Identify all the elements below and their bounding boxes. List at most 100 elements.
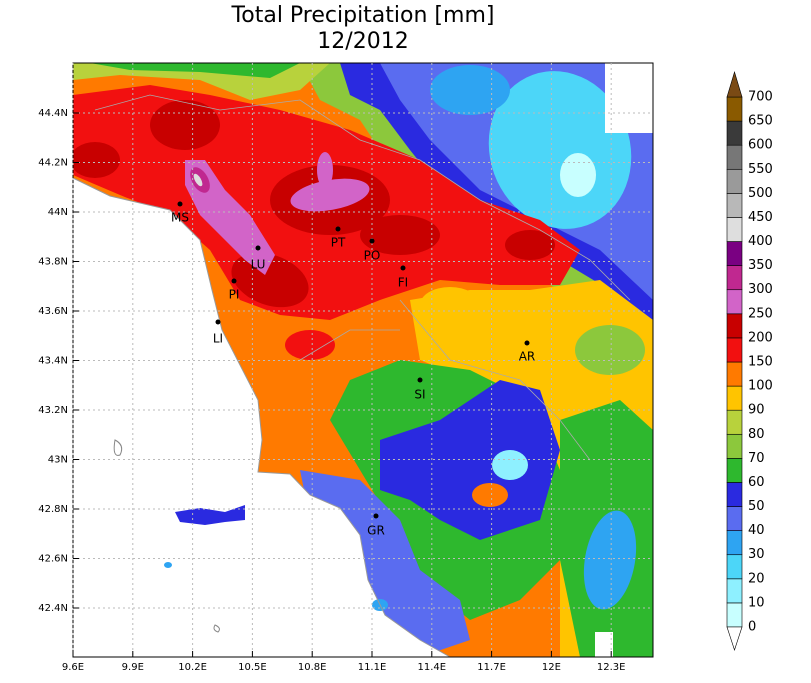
city-dot [215,319,221,325]
zone-darkred-6 [505,230,555,260]
zone-white-peak [193,173,203,187]
colorbar-swatch [726,265,743,291]
colorbar-label: 30 [748,547,765,562]
colorbar-label: 400 [748,234,773,249]
lon-tick-label: 9.9E [122,662,144,673]
zone-cyan-s [492,450,528,480]
colorbar-swatch [726,144,743,170]
colorbar-label: 700 [748,90,773,105]
city-label: PO [364,249,381,263]
north-border-white [605,63,653,133]
precipitation-field [73,63,653,657]
colorbar-swatch [726,385,743,411]
zone-purple-2 [290,178,370,212]
colorbar-label: 200 [748,330,773,345]
map-title: Total Precipitation [mm] [231,3,495,28]
zone-north-strip2 [90,63,300,78]
city-label: LI [213,332,223,346]
corsica-outline [113,439,220,633]
zone-cyan-s2 [583,510,637,610]
colorbar-label: 350 [748,258,773,273]
zone-yellow-e [420,287,480,323]
colorbar-swatch [726,217,743,242]
zone-cyan-ne [488,71,632,229]
colorbar-label: 60 [748,475,765,490]
city-dot [369,238,375,244]
city-dot [177,201,183,207]
colorbar-swatch [726,433,743,459]
colorbar-label: 90 [748,403,765,418]
colorbar-label: 450 [748,210,773,225]
colorbar-swatch [726,193,743,218]
colorbar-swatch [726,506,743,531]
city-label: MS [171,211,189,225]
colorbar-swatch [726,120,743,146]
zone-darkred-1 [150,100,220,150]
lon-tick-label: 10.5E [238,662,267,673]
colorbar-label: 550 [748,162,773,177]
lat-tick-label: 43.4N [38,356,68,367]
lat-tick-label: 42.4N [38,603,68,614]
lon-tick-label: 10.2E [178,662,207,673]
colorbar-swatch [726,168,743,194]
colorbar-bottom-arrow [726,626,743,651]
city-dot [255,245,261,251]
city-dot [524,340,530,346]
lon-tick-label: 12.3E [597,662,626,673]
lat-tick-label: 44.4N [38,108,68,119]
city-dot [231,278,237,284]
lon-tick-label: 11.7E [477,662,506,673]
colorbar-label: 10 [748,595,765,610]
colorbar-label: 500 [748,186,773,201]
colorbar-label: 650 [748,114,773,129]
lat-tick-label: 44.2N [38,158,68,169]
east-white [595,632,613,657]
zone-darkred-2 [73,142,120,178]
lon-tick-label: 12E [542,662,561,673]
colorbar-label: 20 [748,571,765,586]
colorbar-swatch [726,602,743,628]
coastline [72,177,451,658]
city-label: SI [414,388,425,402]
colorbar-swatch [726,458,743,483]
sea [73,178,450,657]
colorbar-swatch [726,409,743,435]
colorbar-swatch [726,313,743,339]
colorbar-swatch [726,554,743,580]
colorbar-swatch [726,482,743,507]
lat-tick-label: 42.8N [38,504,68,515]
lon-tick-label: 9.6E [62,662,84,673]
colorbar-label: 250 [748,306,773,321]
colorbar-label: 300 [748,282,773,297]
colorbar-swatch [726,530,743,556]
lon-tick-label: 11.4E [418,662,447,673]
lon-tick-label: 10.8E [298,662,327,673]
lat-tick-label: 43N [48,455,68,466]
zone-cyan-ne2 [430,65,510,115]
colorbar-swatch [726,96,743,122]
colorbar-label: 50 [748,499,765,514]
island-gorgona [164,562,172,568]
lat-tick-label: 43.8N [38,257,68,268]
colorbar-label: 600 [748,138,773,153]
colorbar-label: 100 [748,379,773,394]
colorbar-label: 0 [748,620,756,635]
city-label: GR [367,524,385,538]
lon-tick-label: 11.1E [358,662,387,673]
zone-darkred-5 [360,215,440,255]
map-subtitle: 12/2012 [317,29,408,54]
colorbar-swatch [726,337,743,363]
colorbar-swatch [726,241,743,266]
zone-red-7 [285,330,335,360]
colorbar-swatch [726,361,743,387]
city-label: PI [229,288,240,302]
city-label: FI [398,276,408,290]
city-dot [417,377,423,383]
colorbar-top-arrow [726,70,743,98]
city-dot [400,265,406,271]
zone-green-east [575,325,645,375]
colorbar-label: 40 [748,523,765,538]
zone-purple-3 [317,152,333,188]
colorbar-swatch [726,578,743,604]
